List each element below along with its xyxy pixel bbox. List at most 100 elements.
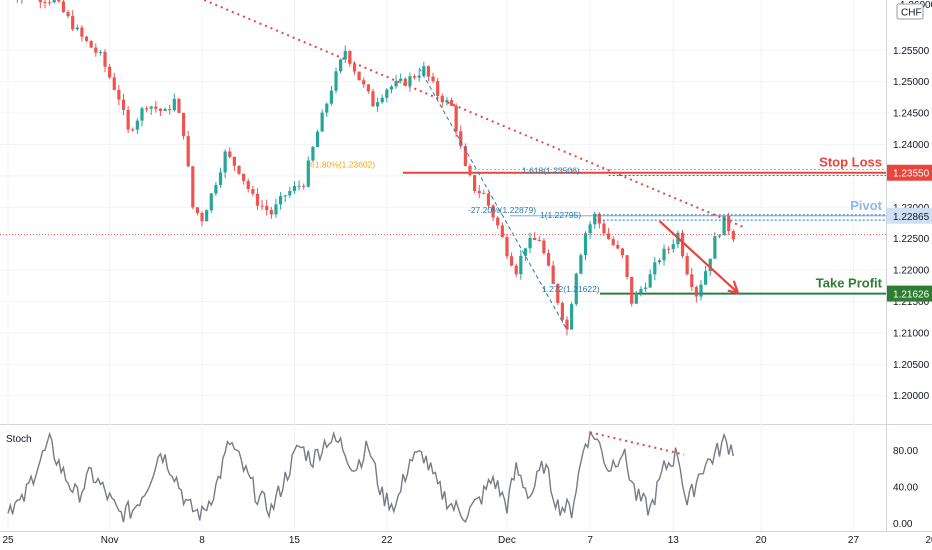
stoch-tick-label: 40.00	[893, 483, 918, 494]
candle-body	[667, 248, 671, 250]
candle-body	[583, 233, 588, 256]
price-tick-label: 1.25000	[893, 77, 930, 88]
candle-body	[523, 248, 528, 256]
level-label-take-profit: Take Profit	[816, 276, 883, 291]
projection-arrow[interactable]	[658, 220, 739, 294]
candle-body	[496, 217, 500, 226]
candle-body	[588, 224, 592, 234]
candle-body	[616, 245, 620, 249]
candle-body	[713, 236, 717, 259]
candle-body	[491, 205, 495, 218]
candle-body	[366, 84, 370, 92]
price-tag-label: 1.21626	[893, 290, 930, 301]
currency-badge-box[interactable]	[896, 3, 924, 20]
candlestick-series	[16, 0, 735, 336]
stoch-tick-label: 0.00	[893, 519, 913, 530]
candle-body	[94, 47, 98, 53]
candle-body	[625, 255, 629, 277]
stoch-title: Stoch	[6, 434, 32, 445]
candle-body	[242, 173, 246, 181]
candle-body	[440, 95, 444, 103]
candle-body	[630, 276, 634, 304]
candle-body	[648, 274, 652, 288]
time-tick-label: 13	[668, 535, 680, 546]
time-tick-label: 8	[199, 535, 205, 546]
candle-body	[66, 12, 70, 17]
candle-body	[528, 237, 532, 249]
candle-body	[98, 51, 102, 53]
candle-body	[214, 185, 218, 194]
candle-body	[570, 304, 574, 330]
candle-body	[195, 207, 200, 214]
candle-body	[205, 210, 209, 222]
candle-body	[505, 237, 509, 257]
candle-body	[154, 106, 158, 109]
fib-level-label: 1(1.22795)	[540, 210, 581, 220]
fib-level-label: 61.80%(1.23602)	[310, 159, 375, 169]
candle-body	[671, 244, 675, 249]
candle-body	[311, 146, 315, 161]
candle-body	[403, 78, 407, 86]
candle-body	[574, 273, 578, 305]
candle-body	[278, 196, 283, 205]
candle-body	[412, 76, 417, 78]
price-pane-background	[0, 0, 886, 424]
candle-body	[274, 204, 278, 215]
time-tick-label: 27	[848, 535, 860, 546]
candle-body	[537, 240, 541, 242]
candle-body	[560, 303, 564, 320]
candle-body	[417, 75, 421, 78]
candle-body	[357, 71, 361, 81]
candle-body	[708, 258, 712, 272]
trendline[interactable]	[203, 0, 747, 229]
candle-body	[223, 151, 227, 173]
candle-body	[84, 36, 89, 41]
price-tag-label: 1.22865	[893, 212, 930, 223]
time-axis: 25 Nov 8 15 22 Dec 7 13 20 27 2022	[2, 535, 932, 546]
candle-body	[75, 27, 79, 30]
drawings: 61.80%(1.23602) 1.618(1.23506) -27.20%(1.2…	[0, 0, 886, 331]
price-tick-label: 1.21000	[893, 328, 930, 339]
candle-body	[265, 205, 269, 211]
candle-body	[103, 51, 107, 67]
candle-body	[191, 166, 195, 208]
candle-body	[380, 97, 384, 103]
candle-body	[47, 2, 52, 4]
candle-body	[500, 225, 504, 238]
candle-body	[89, 40, 93, 48]
candle-body	[514, 265, 518, 275]
candle-body	[57, 0, 61, 2]
price-tick-label: 1.22500	[893, 234, 930, 245]
candle-body	[602, 223, 606, 234]
candle-body	[362, 80, 366, 85]
candle-body	[593, 213, 597, 225]
candle-body	[399, 78, 403, 81]
candle-body	[385, 89, 389, 98]
candle-body	[445, 100, 449, 103]
candle-body	[158, 108, 163, 112]
stochastic-pane: Stoch 0.00 40.00 80.00	[6, 430, 918, 530]
price-axis: 1.20000 1.20500 1.21000 1.21500 1.22000 1.225…	[893, 46, 930, 402]
price-tag-box	[887, 207, 932, 224]
price-tick-label: 1.25500	[893, 46, 930, 57]
candle-body	[694, 287, 698, 297]
candle-body	[329, 90, 333, 104]
candle-body	[639, 288, 643, 293]
candle-body	[482, 193, 486, 195]
candle-body	[459, 131, 463, 147]
currency-badge[interactable]: CHF	[901, 8, 922, 19]
stoch-divergence-line[interactable]	[589, 431, 685, 456]
candle-body	[533, 237, 537, 241]
candle-body	[431, 76, 435, 82]
candle-body	[509, 256, 514, 266]
candle-body	[634, 292, 638, 304]
candle-body	[177, 98, 181, 113]
candle-body	[371, 91, 375, 107]
candle-body	[145, 108, 149, 110]
candle-body	[38, 0, 42, 3]
candle-body	[71, 16, 75, 30]
candle-body	[297, 185, 301, 187]
fib-extension-path[interactable]	[418, 67, 568, 331]
candle-body	[542, 240, 546, 254]
